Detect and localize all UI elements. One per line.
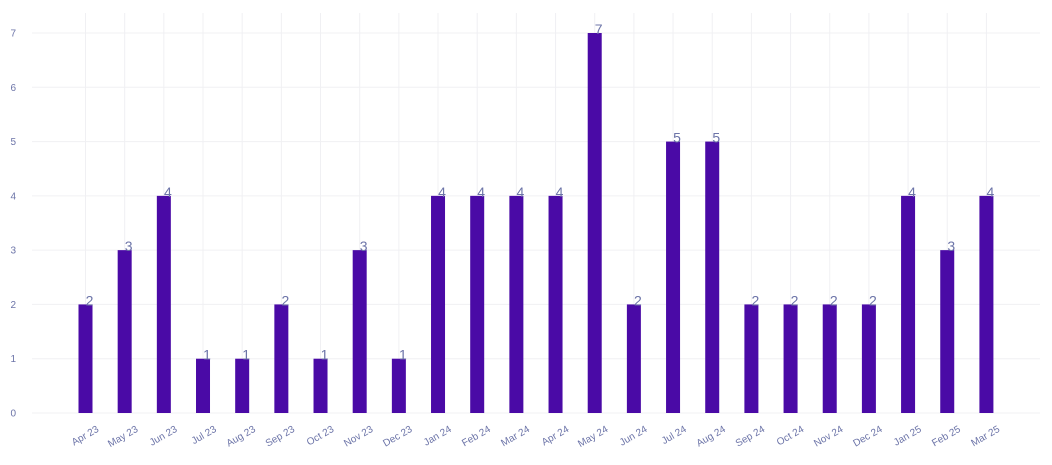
x-tick-label: Mar 24 xyxy=(499,424,532,449)
data-label: 2 xyxy=(281,292,289,308)
x-tick-label: Nov 24 xyxy=(812,424,845,450)
bar xyxy=(431,195,446,413)
bar xyxy=(666,141,681,414)
data-label: 5 xyxy=(673,130,681,146)
bar xyxy=(117,250,132,413)
data-label: 7 xyxy=(595,21,603,37)
y-tick-label: 0 xyxy=(10,409,16,420)
data-label: 4 xyxy=(516,184,524,200)
x-tick-label: Jan 24 xyxy=(422,424,454,449)
x-tick-label: Aug 24 xyxy=(695,424,728,450)
data-label: 1 xyxy=(242,347,250,363)
bar xyxy=(470,195,485,413)
x-tick-label: Jul 24 xyxy=(660,424,689,447)
y-tick-label: 3 xyxy=(10,246,16,257)
data-label: 4 xyxy=(908,184,916,200)
bar xyxy=(587,33,602,413)
bar xyxy=(783,304,798,413)
y-axis: 0 1 2 3 4 5 6 7 xyxy=(10,29,16,420)
data-label: 4 xyxy=(438,184,446,200)
grid-layer xyxy=(32,13,1040,414)
bar xyxy=(744,304,759,413)
data-label: 2 xyxy=(791,292,799,308)
x-axis: Apr 23 May 23 Jun 23 Jul 23 Aug 23 Sep 23 Oct … xyxy=(70,424,1002,450)
x-tick-label: May 23 xyxy=(106,424,140,450)
x-tick-label: Jun 24 xyxy=(618,424,650,449)
data-label: 4 xyxy=(556,184,564,200)
data-label: 2 xyxy=(86,292,94,308)
data-label: 3 xyxy=(947,238,955,254)
data-label: 2 xyxy=(869,292,877,308)
y-tick-label: 6 xyxy=(10,83,16,94)
data-label: 4 xyxy=(987,184,995,200)
y-tick-label: 1 xyxy=(10,354,16,365)
y-tick-label: 5 xyxy=(10,137,16,148)
data-label: 2 xyxy=(634,292,642,308)
data-label: 3 xyxy=(125,238,133,254)
bar xyxy=(822,304,837,413)
x-tick-label: Nov 23 xyxy=(342,424,375,450)
x-tick-label: Apr 23 xyxy=(70,424,101,448)
x-tick-label: Dec 23 xyxy=(381,424,414,450)
data-label: 1 xyxy=(399,347,407,363)
bar xyxy=(352,250,367,413)
bar xyxy=(274,304,289,413)
data-label: 2 xyxy=(751,292,759,308)
x-tick-label: Sep 23 xyxy=(264,424,297,450)
x-tick-label: Apr 24 xyxy=(540,424,571,448)
x-tick-label: Oct 24 xyxy=(775,424,806,448)
data-label: 3 xyxy=(360,238,368,254)
bar xyxy=(156,195,171,413)
bar-series: 2 3 4 1 1 2 1 3 1 4 4 4 4 7 2 5 5 2 2 2 2 4 3 4 xyxy=(78,21,995,414)
bar xyxy=(979,195,994,413)
data-label: 4 xyxy=(164,184,172,200)
x-tick-label: Feb 25 xyxy=(930,424,963,449)
bar xyxy=(861,304,876,413)
x-tick-label: Jun 23 xyxy=(148,424,180,449)
bar xyxy=(196,358,211,413)
data-label: 1 xyxy=(321,347,329,363)
x-tick-label: Oct 23 xyxy=(305,424,336,448)
x-tick-label: Jan 25 xyxy=(892,424,924,449)
bar xyxy=(78,304,93,413)
data-label: 1 xyxy=(203,347,211,363)
y-tick-label: 2 xyxy=(10,300,16,311)
x-tick-label: Mar 25 xyxy=(969,424,1002,449)
bar xyxy=(940,250,955,413)
x-tick-label: May 24 xyxy=(576,424,610,450)
y-tick-label: 7 xyxy=(10,29,16,40)
data-label: 5 xyxy=(712,130,720,146)
bar xyxy=(235,358,250,413)
x-tick-label: Aug 23 xyxy=(225,424,258,450)
y-tick-label: 4 xyxy=(10,191,16,202)
bar xyxy=(548,195,563,413)
x-tick-label: Jul 23 xyxy=(190,424,219,447)
data-label: 2 xyxy=(830,292,838,308)
x-tick-label: Dec 24 xyxy=(851,424,884,450)
data-label: 4 xyxy=(477,184,485,200)
x-tick-label: Sep 24 xyxy=(734,424,767,450)
bar xyxy=(705,141,720,414)
bar xyxy=(509,195,524,413)
bar xyxy=(626,304,641,413)
bar xyxy=(391,358,406,413)
bar xyxy=(901,195,916,413)
bar xyxy=(313,358,328,413)
x-tick-label: Feb 24 xyxy=(460,424,493,449)
